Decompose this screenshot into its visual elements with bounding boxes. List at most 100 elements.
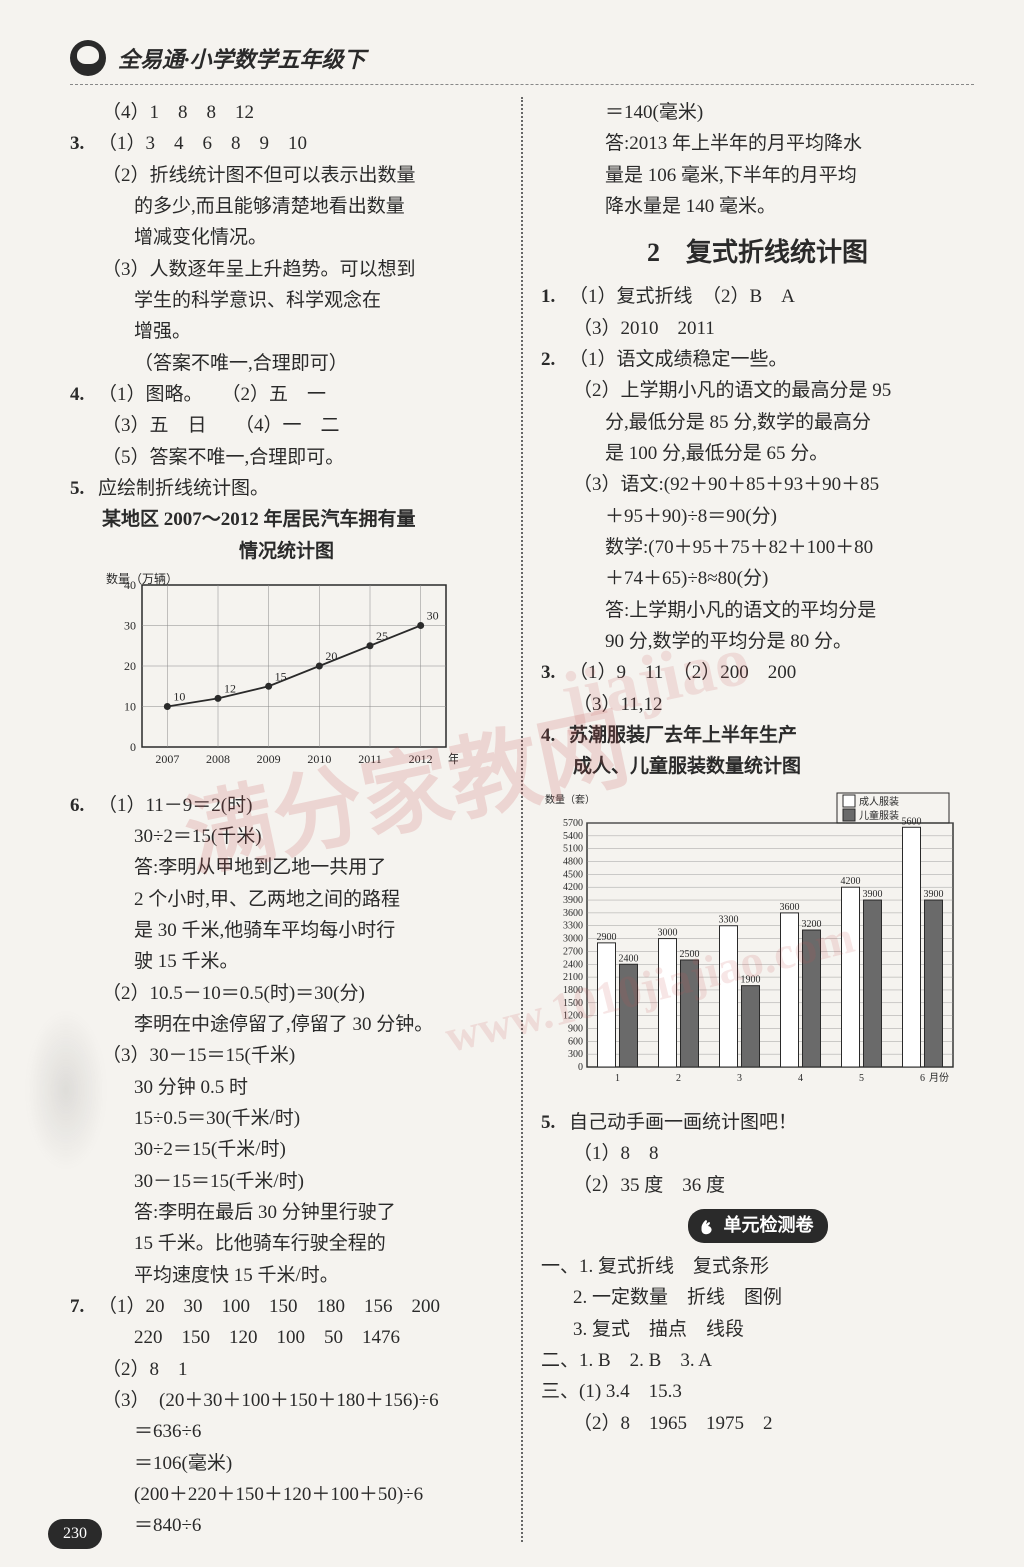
page: 全易通·小学数学五年级下 （4）1 8 8 12 3.（1）3 4 6 8 9 … [0,0,1024,1567]
text-line: ＝106(毫米) [70,1448,503,1479]
bar-chart: 0300600900120015001800210024002700300033… [541,789,974,1099]
text-line: 学生的科学意识、科学观念在 [70,285,503,316]
book-title: 全易通·小学数学五年级下 [118,42,366,74]
text-line: 增减变化情况。 [70,222,503,253]
svg-text:20: 20 [124,659,136,673]
question-number: 2. [541,344,569,375]
svg-text:2007: 2007 [155,752,179,766]
svg-text:2900: 2900 [597,932,617,943]
text-line: （2）上学期小凡的语文的最高分是 95 [541,375,974,406]
column-divider [521,97,523,1542]
svg-text:40: 40 [124,578,136,592]
svg-text:4200: 4200 [841,876,861,887]
question-5r: 5.自己动手画一画统计图吧！ [541,1107,974,1138]
text-line: 自己动手画一画统计图吧！ [569,1112,797,1133]
question-number: 5. [541,1107,569,1138]
two-column-layout: （4）1 8 8 12 3.（1）3 4 6 8 9 10 （2）折线统计图不但… [70,97,974,1542]
text-line: 量是 106 毫米,下半年的月平均 [541,160,974,191]
text-line: 三、(1) 3.4 15.3 [541,1376,974,1407]
text-line: 220 150 120 100 50 1476 [70,1322,503,1353]
question-6: 6.（1）11－9＝2(时) [70,790,503,821]
text-line: ＋95＋90)÷8＝90(分) [541,501,974,532]
svg-text:数量（万辆）: 数量（万辆） [106,571,178,586]
text-line: 2 个小时,甲、乙两地之间的路程 [70,884,503,915]
svg-text:3300: 3300 [719,915,739,926]
text-line: （2）10.5－10＝0.5(时)＝30(分) [70,978,503,1009]
text-line: ＝840÷6 [70,1510,503,1541]
chart-subtitle: 情况统计图 [70,536,503,567]
question-4r: 4.苏潮服装厂去年上半年生产 [541,720,974,751]
svg-text:3900: 3900 [924,889,944,900]
svg-text:0: 0 [578,1062,583,1073]
question-number: 6. [70,790,98,821]
svg-text:900: 900 [568,1023,583,1034]
text-line: 是 30 千米,他骑车平均每小时行 [70,915,503,946]
profile-silhouette-icon [70,40,106,76]
text-line: 增强。 [70,316,503,347]
svg-text:5400: 5400 [563,831,583,842]
bar-chart-svg: 0300600900120015001800210024002700300033… [541,789,961,1089]
svg-text:10: 10 [173,690,185,704]
svg-text:30: 30 [427,609,439,623]
text-line: 30÷2＝15(千米/时) [70,1134,503,1165]
svg-text:3000: 3000 [658,927,678,938]
text-line: 李明在中途停留了,停留了 30 分钟。 [70,1009,503,1040]
svg-text:4800: 4800 [563,856,583,867]
question-number: 4. [541,720,569,751]
text-line: （3）人数逐年呈上升趋势。可以想到 [70,254,503,285]
line-chart: 数量（万辆）010203040200720082009201020112012年… [98,571,503,781]
text-line: （2）35 度 36 度 [541,1170,974,1201]
question-number: 4. [70,379,98,410]
svg-text:1800: 1800 [563,985,583,996]
svg-text:2012: 2012 [409,752,433,766]
text-line: 3. 复式 描点 线段 [541,1314,974,1345]
svg-text:儿童服装: 儿童服装 [859,809,899,822]
text-line: 是 100 分,最低分是 65 分。 [541,438,974,469]
text-line: 的多少,而且能够清楚地看出数量 [70,191,503,222]
unit-test-badge-row: 单元检测卷 [541,1201,974,1251]
svg-text:2009: 2009 [257,752,281,766]
question-3: 3.（1）3 4 6 8 9 10 [70,128,503,159]
text-line: ＝140(毫米) [541,97,974,128]
svg-text:0: 0 [130,740,136,754]
question-number: 5. [70,473,98,504]
svg-text:12: 12 [224,682,236,696]
page-header: 全易通·小学数学五年级下 [70,40,974,85]
text-line: （答案不唯一,合理即可） [70,348,503,379]
text-line: 应绘制折线统计图。 [98,478,269,499]
svg-text:15: 15 [275,669,287,683]
text-line: 数学:(70＋95＋75＋82＋100＋80 [541,532,974,563]
svg-text:600: 600 [568,1036,583,1047]
svg-text:30: 30 [124,619,136,633]
svg-text:数量（套）: 数量（套） [545,793,595,806]
right-column: ＝140(毫米) 答:2013 年上半年的月平均降水 量是 106 毫米,下半年… [541,97,974,1542]
svg-text:25: 25 [376,629,388,643]
section-heading: 2 复式折线统计图 [541,232,974,275]
question-number: 3. [70,128,98,159]
svg-text:3: 3 [737,1073,742,1084]
text-line: 答:李明在最后 30 分钟里行驶了 [70,1197,503,1228]
svg-text:4200: 4200 [563,882,583,893]
question-4: 4.（1）图略。 （2）五 一 [70,379,503,410]
svg-text:3900: 3900 [863,889,883,900]
unit-test-badge: 单元检测卷 [688,1209,828,1243]
svg-text:10: 10 [124,700,136,714]
badge-label: 单元检测卷 [724,1211,814,1241]
text-line: （3）11,12 [541,689,974,720]
chart-title: 苏潮服装厂去年上半年生产 [569,725,797,746]
text-line: 驶 15 千米。 [70,946,503,977]
chart-subtitle: 成人、儿童服装数量统计图 [541,751,974,782]
text-line: （1）11－9＝2(时) [98,795,252,816]
svg-text:1: 1 [615,1073,620,1084]
svg-text:1900: 1900 [741,974,761,985]
text-line: 答:李明从甲地到乙地一共用了 [70,852,503,883]
text-line: （3） (20＋30＋100＋150＋180＋156)÷6 [70,1385,503,1416]
svg-text:1200: 1200 [563,1010,583,1021]
svg-text:20: 20 [325,649,337,663]
svg-text:2400: 2400 [619,953,639,964]
svg-text:5600: 5600 [902,816,922,827]
svg-text:3300: 3300 [563,921,583,932]
text-line: （3）30－15＝15(千米) [70,1040,503,1071]
text-line: 2. 一定数量 折线 图例 [541,1282,974,1313]
text-line: (200＋220＋150＋120＋100＋50)÷6 [70,1479,503,1510]
